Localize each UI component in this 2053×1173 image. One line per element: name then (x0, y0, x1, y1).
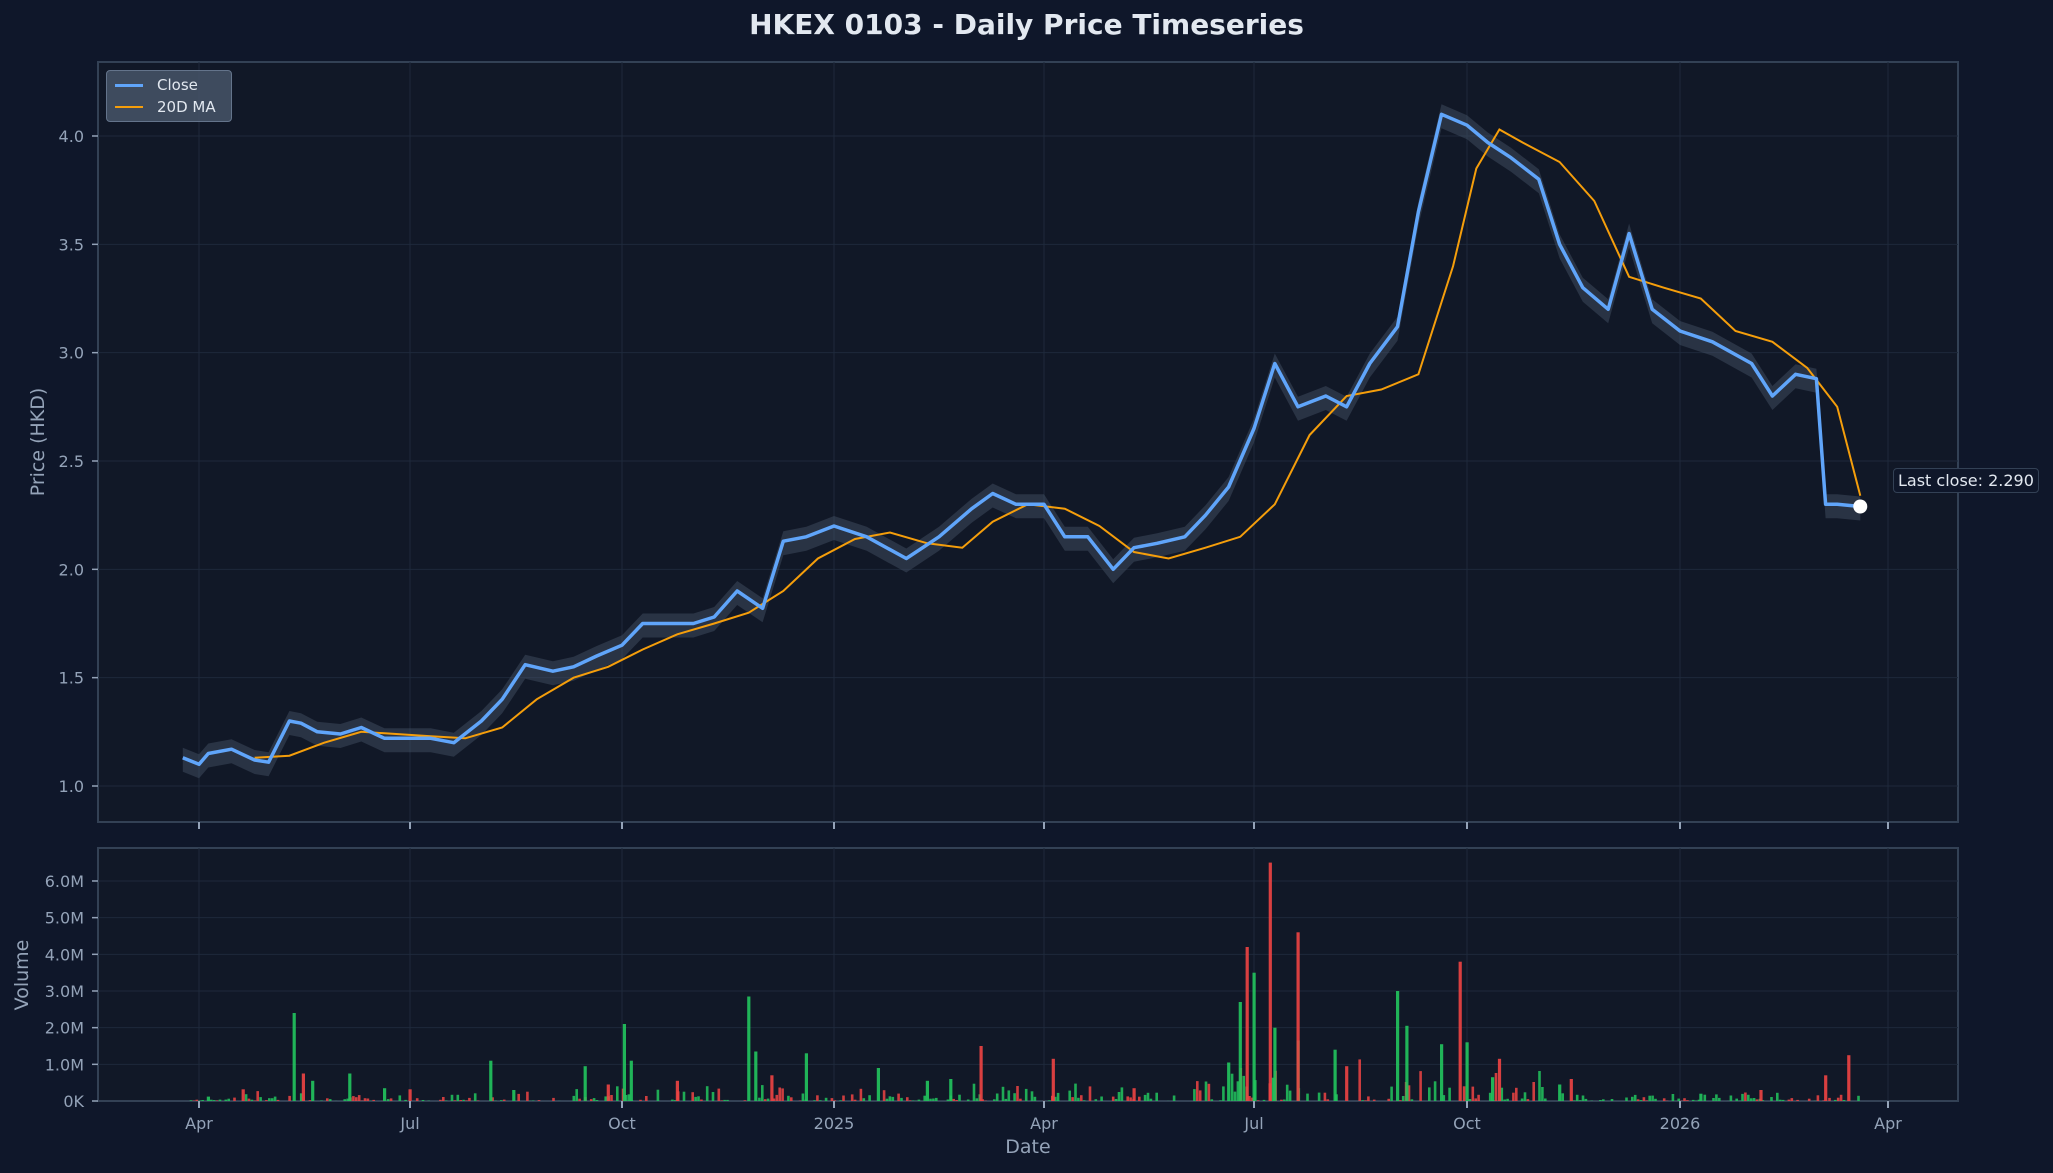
volume-y-axis: 0K 1.0M 2.0M 3.0M 4.0M 5.0M 6.0M (45, 872, 98, 1111)
x-tick-label: 2026 (1660, 1114, 1701, 1133)
last-close-marker (1853, 499, 1868, 514)
volume-bar (1699, 1093, 1703, 1101)
volume-bar (311, 1080, 315, 1101)
volume-bar (949, 1079, 953, 1101)
x-tick-label: Oct (608, 1114, 636, 1133)
legend-label: 20D MA (157, 98, 216, 116)
volume-bar (1759, 1090, 1763, 1101)
volume-bar (622, 1024, 626, 1101)
y-tick-label: 0K (63, 1092, 84, 1111)
volume-bar (1465, 1042, 1469, 1101)
volume-bar (1245, 947, 1249, 1101)
volume-bars (189, 862, 1860, 1101)
y-tick-label: 3.0 (59, 344, 84, 363)
volume-bar (1268, 862, 1272, 1101)
y-tick-label: 2.0M (45, 1019, 84, 1038)
y-tick-label: 3.0M (45, 982, 84, 1001)
y-tick-label: 1.5 (59, 669, 84, 688)
volume-bar (1847, 1055, 1851, 1101)
volume-bar (876, 1068, 880, 1101)
legend: Close 20D MA (106, 70, 232, 122)
volume-bar (301, 1073, 305, 1101)
y-tick-label: 5.0M (45, 909, 84, 928)
volume-bar (1051, 1058, 1055, 1101)
volume-bar (348, 1073, 352, 1101)
volume-bar (606, 1084, 610, 1101)
y-tick-label: 4.0 (59, 127, 84, 146)
x-tick-label: Apr (185, 1114, 213, 1133)
volume-bar (629, 1060, 633, 1101)
volume-bar (1569, 1079, 1573, 1101)
volume-bar (241, 1089, 245, 1101)
volume-bar (770, 1075, 774, 1101)
y-tick-label: 1.0M (45, 1055, 84, 1074)
y-tick-label: 6.0M (45, 872, 84, 891)
volume-bar (292, 1013, 296, 1101)
price-gridlines (98, 62, 1958, 822)
volume-bar (1497, 1058, 1502, 1101)
legend-item-ma: 20D MA (115, 97, 216, 117)
ma-line (254, 128, 1862, 759)
volume-bar (754, 1051, 758, 1101)
volume-bar (804, 1053, 808, 1101)
volume-bar (1238, 1002, 1242, 1101)
volume-bar (675, 1080, 679, 1101)
y-tick-label: 2.5 (59, 452, 84, 471)
legend-label: Close (157, 76, 198, 94)
volume-panel (97, 847, 1959, 1102)
volume-bar (1396, 991, 1400, 1101)
volume-bar (489, 1060, 493, 1101)
x-tick-label: Apr (1030, 1114, 1058, 1133)
volume-bar (583, 1066, 587, 1101)
volume-bar (1333, 1049, 1337, 1101)
volume-bar (1824, 1075, 1828, 1101)
price-panel (97, 61, 1959, 823)
volume-bar (1558, 1084, 1562, 1101)
chart-title: HKEX 0103 - Daily Price Timeseries (749, 8, 1304, 41)
price-x-ticks (198, 822, 1889, 829)
x-tick-label: 2025 (814, 1114, 855, 1133)
volume-bar (747, 996, 751, 1101)
volume-bar (1252, 972, 1256, 1101)
price-y-axis-label: Price (HKD) (27, 388, 49, 497)
ma-swatch-icon (115, 106, 143, 108)
volume-bar (1491, 1077, 1495, 1101)
close-line (182, 112, 1861, 767)
y-tick-label: 2.0 (59, 560, 84, 579)
close-swatch-icon (115, 83, 143, 87)
volume-bar (1458, 961, 1462, 1101)
volume-y-axis-label: Volume (11, 940, 33, 1011)
legend-item-close: Close (115, 75, 198, 95)
volume-bar (1405, 1025, 1409, 1101)
x-tick-label: Jul (399, 1114, 419, 1133)
volume-bar (925, 1080, 929, 1101)
volume-bar (1132, 1088, 1136, 1101)
volume-bar (408, 1089, 412, 1101)
volume-bar (979, 1046, 983, 1101)
volume-bar (1440, 1044, 1444, 1101)
price-y-axis: 1.0 1.5 2.0 2.5 3.0 3.5 4.0 (59, 127, 98, 796)
volume-bar (1227, 1062, 1231, 1101)
volume-bar (1345, 1066, 1349, 1101)
x-tick-label: Oct (1453, 1114, 1481, 1133)
volume-bar (383, 1088, 387, 1101)
volume-bar (1273, 1027, 1277, 1101)
x-tick-label: Jul (1243, 1114, 1263, 1133)
volume-bar (206, 1096, 210, 1101)
x-tick-label: Apr (1874, 1114, 1902, 1133)
y-tick-label: 3.5 (59, 235, 84, 254)
volume-bar (1296, 932, 1300, 1101)
x-axis-label: Date (1005, 1136, 1050, 1158)
volume-x-axis: Apr Jul Oct 2025 Apr Jul Oct 2026 Apr (185, 1101, 1902, 1133)
y-tick-label: 1.0 (59, 777, 84, 796)
volume-gridlines (98, 848, 1958, 1101)
last-close-annotation: Last close: 2.290 (1893, 468, 2039, 493)
volume-bar (512, 1090, 516, 1101)
y-tick-label: 4.0M (45, 945, 84, 964)
